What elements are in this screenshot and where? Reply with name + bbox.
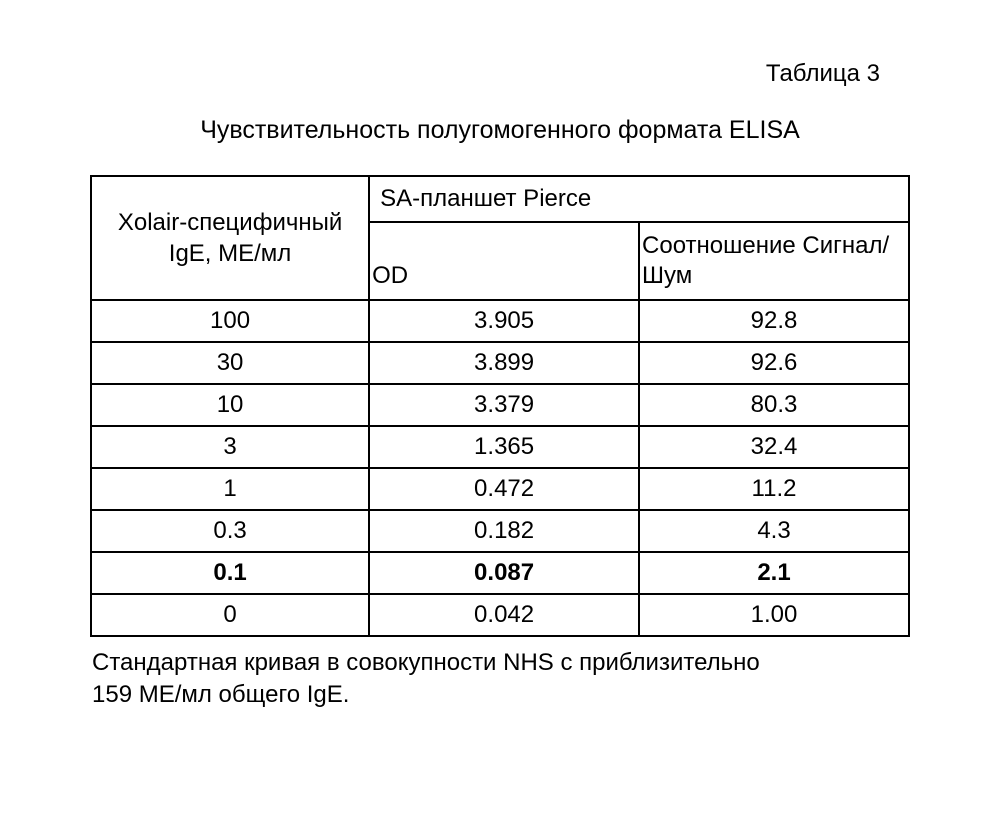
cell-ratio: 80.3	[639, 384, 909, 426]
document-page: Таблица 3 Чувствительность полугомогенно…	[0, 0, 1000, 712]
cell-od: 0.472	[369, 468, 639, 510]
footnote-line-1: Стандартная кривая в совокупности NHS с …	[92, 649, 760, 676]
cell-ratio: 4.3	[639, 510, 909, 552]
table-footnote: Стандартная кривая в совокупности NHS с …	[90, 647, 910, 712]
col-header-ige: Xolair-специфичный IgE, МЕ/мл	[91, 176, 369, 300]
cell-ige: 0.3	[91, 510, 369, 552]
cell-od: 3.379	[369, 384, 639, 426]
cell-ratio: 92.8	[639, 300, 909, 342]
table-header: Xolair-специфичный IgE, МЕ/мл SA-планшет…	[91, 176, 909, 300]
table-title: Чувствительность полугомогенного формата…	[90, 116, 910, 145]
cell-ratio: 11.2	[639, 468, 909, 510]
table-row: 10.47211.2	[91, 468, 909, 510]
cell-ige: 3	[91, 426, 369, 468]
elisa-sensitivity-table: Xolair-специфичный IgE, МЕ/мл SA-планшет…	[90, 175, 910, 637]
table-row: 00.0421.00	[91, 594, 909, 636]
cell-ratio: 1.00	[639, 594, 909, 636]
footnote-line-2: 159 МЕ/мл общего IgE.	[92, 681, 349, 708]
table-row: 103.37980.3	[91, 384, 909, 426]
table-row: 0.30.1824.3	[91, 510, 909, 552]
col-header-ratio: Соотношение Сигнал/Шум	[639, 222, 909, 300]
cell-ige: 0	[91, 594, 369, 636]
table-row: 303.89992.6	[91, 342, 909, 384]
cell-ige: 30	[91, 342, 369, 384]
cell-ratio: 2.1	[639, 552, 909, 594]
cell-od: 0.182	[369, 510, 639, 552]
cell-ige: 1	[91, 468, 369, 510]
cell-ige: 0.1	[91, 552, 369, 594]
cell-od: 3.899	[369, 342, 639, 384]
cell-od: 3.905	[369, 300, 639, 342]
cell-ige: 10	[91, 384, 369, 426]
table-body: 1003.90592.8303.89992.6103.37980.331.365…	[91, 300, 909, 636]
table-number-label: Таблица 3	[90, 60, 910, 88]
cell-od: 1.365	[369, 426, 639, 468]
cell-ige: 100	[91, 300, 369, 342]
cell-ratio: 92.6	[639, 342, 909, 384]
cell-od: 0.087	[369, 552, 639, 594]
table-row: 31.36532.4	[91, 426, 909, 468]
table-row: 1003.90592.8	[91, 300, 909, 342]
cell-od: 0.042	[369, 594, 639, 636]
col-header-group: SA-планшет Pierce	[369, 176, 909, 222]
col-header-od: OD	[369, 222, 639, 300]
table-row: 0.10.0872.1	[91, 552, 909, 594]
cell-ratio: 32.4	[639, 426, 909, 468]
